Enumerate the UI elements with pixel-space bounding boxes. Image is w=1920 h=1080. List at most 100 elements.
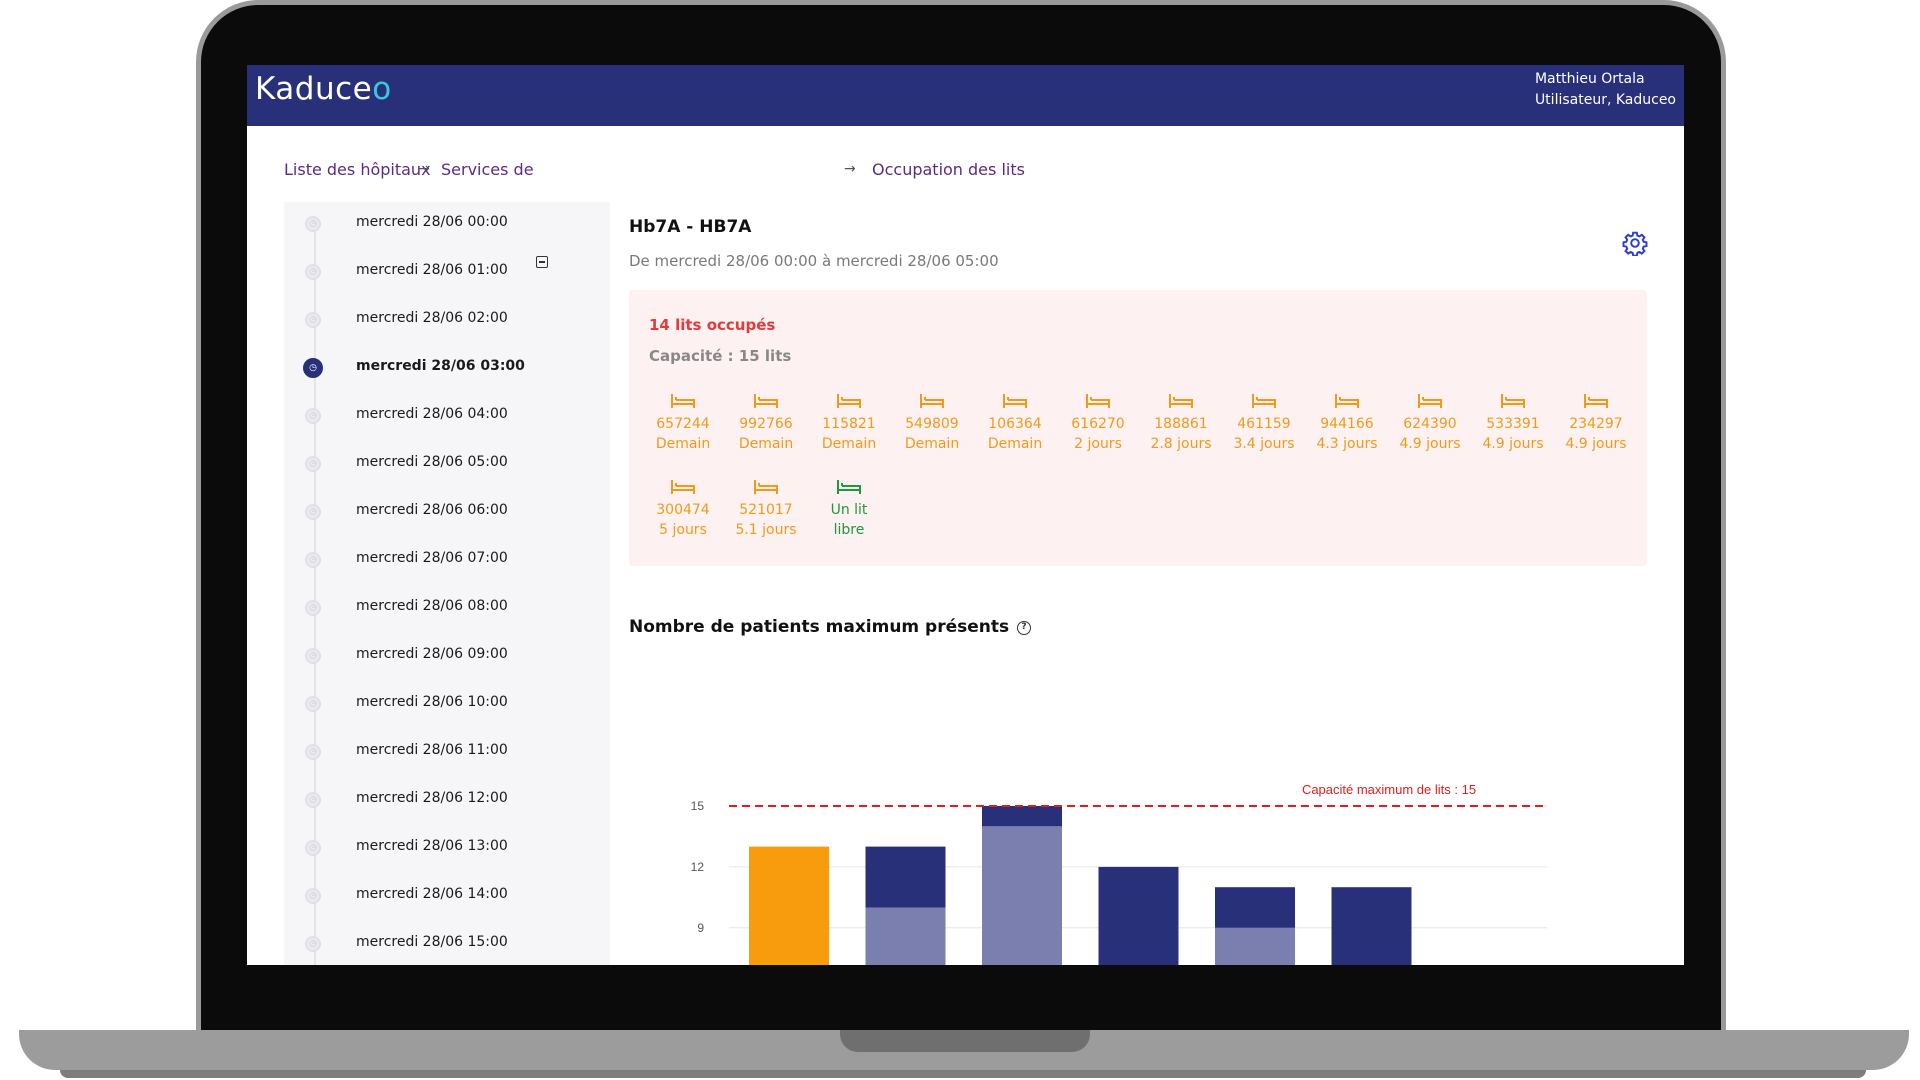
timeline-item-label: mercredi 28/06 12:00 [356,790,508,806]
clock-icon: ◷ [305,696,321,712]
occupied-bed[interactable]: 300474 5 jours [638,478,728,540]
breadcrumb-services-link[interactable]: Services de [441,160,534,179]
bed-capacity: Capacité : 15 lits [649,347,792,365]
y-tick-label: 15 [691,799,705,813]
timeline-item-label: mercredi 28/06 02:00 [356,310,508,326]
clock-icon: ◷ [305,456,321,472]
timeline-item[interactable]: ◷ mercredi 28/06 13:00 [284,826,610,874]
timeline-item-label: mercredi 28/06 05:00 [356,454,508,470]
breadcrumb-arrow-icon: → [418,161,430,177]
bed-patient-id: 624390 [1403,416,1457,432]
clock-icon: ◷ [305,888,321,904]
bed-patient-id: 549809 [905,416,959,432]
bed-stay-duration: Demain [987,436,1043,452]
bed-icon [1302,392,1392,410]
clock-icon: ◷ [305,648,321,664]
chart-title: Nombre de patients maximum présents [629,617,1010,637]
clock-active-icon: ◷ [303,358,323,378]
bed-stay-duration: Demain [655,436,711,452]
y-tick-label: 12 [691,860,705,874]
timeline-item[interactable]: ◷ mercredi 28/06 08:00 [284,586,610,634]
timeline-item[interactable]: ◷ mercredi 28/06 09:00 [284,634,610,682]
timeline-item[interactable]: ◷ mercredi 28/06 01:00 [284,250,610,298]
bed-icon [721,392,811,410]
collapse-icon[interactable] [536,256,548,268]
timeline-item[interactable]: ◷ mercredi 28/06 04:00 [284,394,610,442]
timeline-item[interactable]: ◷ mercredi 28/06 05:00 [284,442,610,490]
occupied-bed[interactable]: 461159 3.4 jours [1219,392,1309,454]
bar-segment [1215,887,1295,928]
bed-icon [970,392,1060,410]
timeline-item-label: mercredi 28/06 07:00 [356,550,508,566]
clock-icon: ◷ [305,552,321,568]
patients-bar-chart: 691215Capacité maximum de lits : 15 [691,782,1547,965]
timeline-item-label: mercredi 28/06 01:00 [356,262,508,278]
bed-icon [1385,392,1475,410]
occupied-bed[interactable]: 115821 Demain [804,392,894,454]
timeline-item-label: mercredi 28/06 14:00 [356,886,508,902]
question-circle-icon[interactable]: ? [1017,621,1031,635]
breadcrumb-hospitals-link[interactable]: Liste des hôpitaux [284,160,431,179]
timeline-item[interactable]: ◷ mercredi 28/06 02:00 [284,298,610,346]
bar-segment [1098,866,1179,965]
timeline-item[interactable]: ◷ mercredi 28/06 14:00 [284,874,610,922]
kaduceo-logo[interactable]: Kaduceo [255,71,392,107]
bed-patient-id: 657244 [656,416,710,432]
timeline-item-label: mercredi 28/06 00:00 [356,214,508,230]
bed-icon [1136,392,1226,410]
occupied-bed[interactable]: 533391 4.9 jours [1468,392,1558,454]
free-bed[interactable]: Un lit libre [804,478,894,540]
timeline-item[interactable]: ◷ mercredi 28/06 10:00 [284,682,610,730]
occupied-bed[interactable]: 624390 4.9 jours [1385,392,1475,454]
occupied-bed[interactable]: 188861 2.8 jours [1136,392,1226,454]
occupied-bed[interactable]: 657244 Demain [638,392,728,454]
occupied-bed[interactable]: 234297 4.9 jours [1551,392,1641,454]
clock-icon: ◷ [305,504,321,520]
occupied-bed[interactable]: 106364 Demain [970,392,1060,454]
bed-stay-duration: Demain [738,436,794,452]
timeline-item[interactable]: ◷ mercredi 28/06 11:00 [284,730,610,778]
user-info[interactable]: Matthieu Ortala Utilisateur, Kaduceo [1535,69,1676,111]
bed-patient-id: 461159 [1237,416,1291,432]
bed-stay-duration: 5.1 jours [735,522,797,538]
bed-occupancy-panel: 14 lits occupés Capacité : 15 lits 65724… [629,290,1647,566]
timeline-item[interactable]: ◷ mercredi 28/06 06:00 [284,490,610,538]
timeline-item-label: mercredi 28/06 04:00 [356,406,508,422]
occupied-bed[interactable]: 549809 Demain [887,392,977,454]
timeline-sidebar: ◷ mercredi 28/06 00:00 ◷ mercredi 28/06 01:… [284,202,610,965]
bed-stay-duration: 3.4 jours [1233,436,1295,452]
clock-icon: ◷ [305,600,321,616]
clock-icon: ◷ [305,792,321,808]
bar-segment [865,846,946,908]
gear-icon[interactable] [1622,230,1648,256]
timeline-item-label: mercredi 28/06 03:00 [356,358,525,374]
occupied-bed[interactable]: 944166 4.3 jours [1302,392,1392,454]
timeline-item[interactable]: ◷ mercredi 28/06 07:00 [284,538,610,586]
breadcrumb-arrow-icon: → [844,161,856,177]
clock-icon: ◷ [305,312,321,328]
timeline-item-label: mercredi 28/06 10:00 [356,694,508,710]
bed-stay-duration: 4.9 jours [1399,436,1461,452]
bed-patient-id: 234297 [1569,416,1623,432]
bed-icon [638,478,728,496]
bed-stay-duration: 4.3 jours [1316,436,1378,452]
timeline-item[interactable]: ◷ mercredi 28/06 03:00 [284,346,610,394]
occupied-bed[interactable]: 616270 2 jours [1053,392,1143,454]
timeline-item[interactable]: ◷ mercredi 28/06 15:00 [284,922,610,965]
bed-patient-id: 106364 [988,416,1042,432]
bed-patient-id: 992766 [739,416,793,432]
timeline-item-label: mercredi 28/06 11:00 [356,742,508,758]
bed-stay-duration: 4.9 jours [1482,436,1544,452]
timeline-item[interactable]: ◷ mercredi 28/06 00:00 [284,202,610,250]
timeline-item[interactable]: ◷ mercredi 28/06 12:00 [284,778,610,826]
occupied-beds-count: 14 lits occupés [649,316,776,334]
laptop-notch [840,1030,1090,1052]
bed-icon [721,478,811,496]
date-range: De mercredi 28/06 00:00 à mercredi 28/06… [629,252,999,270]
occupied-bed[interactable]: 992766 Demain [721,392,811,454]
bed-icon [638,392,728,410]
occupied-bed[interactable]: 521017 5.1 jours [721,478,811,540]
bed-icon [804,478,894,496]
user-role: Utilisateur, Kaduceo [1534,92,1676,108]
bed-stay-duration: 5 jours [659,522,707,538]
